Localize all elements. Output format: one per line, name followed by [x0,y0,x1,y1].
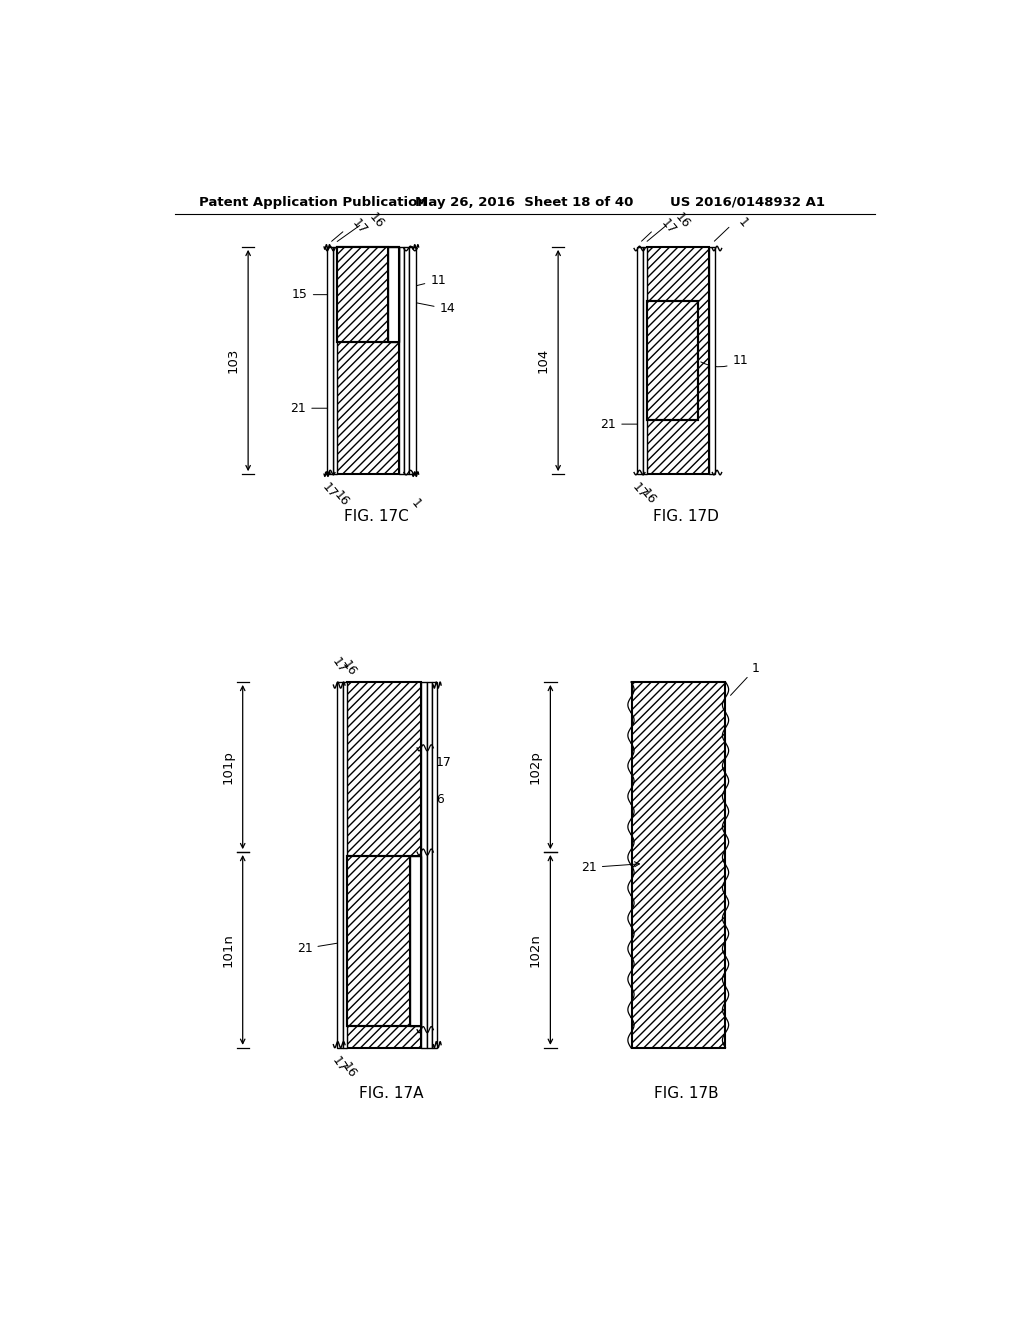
Bar [427,682,432,1048]
Text: 15: 15 [419,961,435,974]
Text: 1: 1 [730,661,760,696]
Text: Patent Application Publication: Patent Application Publication [200,195,427,209]
Bar [410,855,421,1026]
Bar [347,855,410,1026]
Bar [337,247,399,342]
Bar [328,247,333,474]
Text: 16: 16 [430,792,445,805]
Text: 104: 104 [537,348,550,374]
Text: 21: 21 [600,417,647,430]
Text: 1: 1 [429,829,437,842]
Text: 16: 16 [366,211,386,231]
Text: 101n: 101n [221,933,234,966]
Bar [637,247,643,474]
Text: 17: 17 [435,756,452,770]
Text: May 26, 2016  Sheet 18 of 40: May 26, 2016 Sheet 18 of 40 [415,195,633,209]
Text: 17: 17 [329,1055,349,1074]
Text: 17: 17 [349,216,370,238]
Bar [399,247,403,474]
Text: 11: 11 [419,924,435,937]
Text: 16: 16 [331,488,351,510]
Bar [647,301,698,420]
Text: 16: 16 [339,657,358,678]
Text: FIG. 17D: FIG. 17D [653,510,719,524]
Text: 16: 16 [673,211,693,231]
Bar [643,247,647,474]
Text: 21: 21 [297,940,347,956]
Text: 14: 14 [419,887,435,900]
Text: 101p: 101p [221,750,234,784]
Bar [337,247,388,342]
Bar [432,682,437,1048]
Text: 11: 11 [700,354,749,367]
Bar [410,247,416,474]
Text: US 2016/0148932 A1: US 2016/0148932 A1 [671,195,825,209]
Text: 102p: 102p [528,750,542,784]
Text: FIG. 17C: FIG. 17C [344,510,409,524]
Bar [333,247,337,474]
Text: FIG. 17A: FIG. 17A [359,1086,424,1101]
Bar [421,682,427,1048]
Text: 14: 14 [402,300,456,315]
Bar [388,247,399,342]
Bar [337,247,399,474]
Text: 15: 15 [292,288,334,301]
Text: 17: 17 [319,480,340,502]
Text: 16: 16 [339,1061,358,1081]
Bar [632,682,725,1048]
Bar [403,247,410,474]
Text: 103: 103 [226,348,240,374]
Text: 17: 17 [630,480,649,502]
Bar [347,682,421,1048]
Text: 17: 17 [330,655,349,676]
Text: 16: 16 [639,487,658,507]
Bar [647,301,698,420]
Text: 21: 21 [291,401,337,414]
Text: 21: 21 [582,861,640,874]
Text: 17: 17 [658,216,678,238]
Bar [343,682,347,1048]
Text: 1: 1 [735,215,751,230]
Text: FIG. 17B: FIG. 17B [653,1086,718,1101]
Bar [347,855,421,1026]
Bar [337,682,343,1048]
Text: 102n: 102n [528,933,542,966]
Bar [710,247,716,474]
Text: 11: 11 [402,273,446,289]
Bar [647,247,710,474]
Text: 1: 1 [409,496,424,511]
